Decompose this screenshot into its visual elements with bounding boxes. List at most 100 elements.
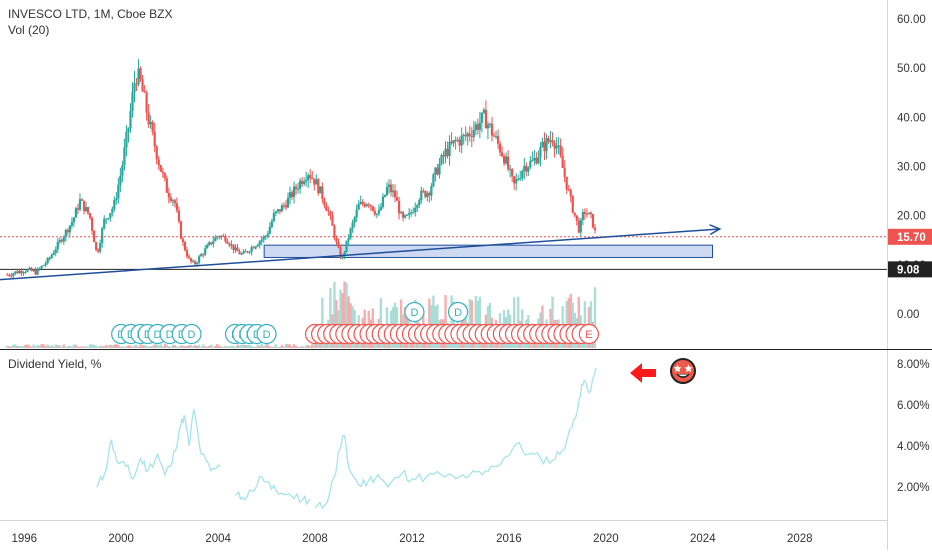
volume-bar <box>96 346 100 348</box>
candle-body <box>153 131 156 147</box>
time-tick-label[interactable]: 2020 <box>593 533 619 545</box>
candle-body <box>88 213 92 218</box>
candle-body <box>240 253 243 255</box>
candle-body <box>137 68 140 85</box>
dividend-marker[interactable] <box>256 323 277 345</box>
candle-body <box>373 210 376 215</box>
earnings-marker[interactable] <box>578 323 600 345</box>
candle-body <box>333 225 336 238</box>
price-tick-label[interactable]: 30.00 <box>897 162 926 174</box>
time-tick-label[interactable]: 2024 <box>690 533 716 545</box>
candle-body <box>161 171 164 174</box>
volume-bar <box>113 344 116 348</box>
candle-body <box>353 217 356 223</box>
volume-legend[interactable]: Vol (20) <box>8 23 50 37</box>
dividend-markers[interactable]: DDDDDDDDDDDDDEDD <box>111 301 600 345</box>
candle-body <box>311 177 314 179</box>
yield-tick-label[interactable]: 6.00% <box>897 400 930 412</box>
dividend-yield-line <box>96 367 597 510</box>
volume-bar <box>141 345 144 348</box>
volume-bar <box>137 346 140 348</box>
candle-body <box>585 213 588 215</box>
trendline-arrowhead <box>709 224 722 236</box>
volume-bar <box>111 345 114 348</box>
yield-tick-label[interactable]: 4.00% <box>897 441 930 453</box>
candle-body <box>543 141 546 152</box>
volume-bar <box>284 344 288 348</box>
volume-bar <box>345 282 348 348</box>
dividend-yield-legend[interactable]: Dividend Yield, % <box>8 357 102 371</box>
volume-bar <box>22 346 25 348</box>
symbol-legend[interactable]: INVESCO LTD, 1M, Cboe BZX <box>8 7 173 21</box>
volume-bar <box>228 346 231 348</box>
candle-body <box>76 208 80 210</box>
candle-body <box>230 244 233 246</box>
candle-body <box>412 212 415 214</box>
candle-body <box>301 180 304 185</box>
candle-body <box>256 245 259 247</box>
candle-body <box>482 109 485 113</box>
candle-body <box>145 92 148 113</box>
candle-body <box>185 250 189 257</box>
candle-body <box>511 168 514 177</box>
candle-body <box>181 238 185 243</box>
candle-body <box>167 192 170 198</box>
volume-bar <box>119 346 122 348</box>
candle-body <box>218 236 221 238</box>
candle-body <box>365 204 368 207</box>
time-tick-label[interactable]: 2012 <box>399 533 425 545</box>
price-tick-label[interactable]: 50.00 <box>897 63 926 75</box>
candle-body <box>254 246 257 249</box>
time-tick-label[interactable]: 2004 <box>205 533 231 545</box>
volume-bar <box>264 344 267 348</box>
candle-body <box>385 187 389 195</box>
candle-body <box>331 215 334 226</box>
candle-body <box>577 220 580 233</box>
dividend-marker[interactable] <box>404 301 425 323</box>
candle-body <box>204 248 207 255</box>
trendline[interactable] <box>0 224 722 281</box>
volume-bar <box>201 344 205 348</box>
price-tick-label[interactable]: 60.00 <box>897 14 926 26</box>
candle-body <box>121 165 124 176</box>
candle-body <box>10 275 13 277</box>
price-tick-label[interactable]: 40.00 <box>897 112 926 124</box>
dividend-marker-label: D <box>410 307 418 319</box>
dividend-marker[interactable] <box>181 323 202 345</box>
candle-body <box>349 228 352 238</box>
candle-body <box>502 156 506 164</box>
time-tick-label[interactable]: 2028 <box>787 533 813 545</box>
candle-body <box>175 203 179 211</box>
time-tick-label[interactable]: 2008 <box>302 533 328 545</box>
candlesticks <box>6 59 597 279</box>
time-axis-labels[interactable]: 1996 2000 2004 2008 2012 2016 2020 2024 2028 <box>11 533 812 545</box>
candle-body <box>446 148 449 157</box>
volume-bar <box>298 346 302 348</box>
candle-body <box>151 122 154 132</box>
support-level-badge-label: 9.08 <box>897 264 920 276</box>
yield-tick-label[interactable]: 8.00% <box>897 359 930 371</box>
volume-bar <box>292 344 296 348</box>
yield-axis-labels[interactable]: 2.00% 4.00% 6.00% 8.00% <box>897 359 930 494</box>
trendline-line[interactable] <box>0 228 720 281</box>
volume-bar <box>290 346 294 348</box>
time-tick-label[interactable]: 1996 <box>11 533 37 545</box>
volume-bar <box>165 344 169 348</box>
candle-body <box>193 261 197 265</box>
candle-body <box>179 221 183 239</box>
candle-body <box>305 179 308 182</box>
price-tick-label[interactable]: 20.00 <box>897 211 926 223</box>
candle-body <box>8 274 11 276</box>
volume-bar <box>34 346 37 348</box>
candle-body <box>561 155 564 169</box>
candle-body <box>232 244 235 251</box>
yield-tick-label[interactable]: 2.00% <box>897 482 930 494</box>
price-tick-label[interactable]: 0.00 <box>897 309 919 321</box>
time-tick-label[interactable]: 2016 <box>496 533 522 545</box>
candle-body <box>389 184 393 193</box>
time-tick-label[interactable]: 2000 <box>108 533 134 545</box>
dividend-marker[interactable] <box>447 301 469 323</box>
candle-body <box>444 148 447 157</box>
